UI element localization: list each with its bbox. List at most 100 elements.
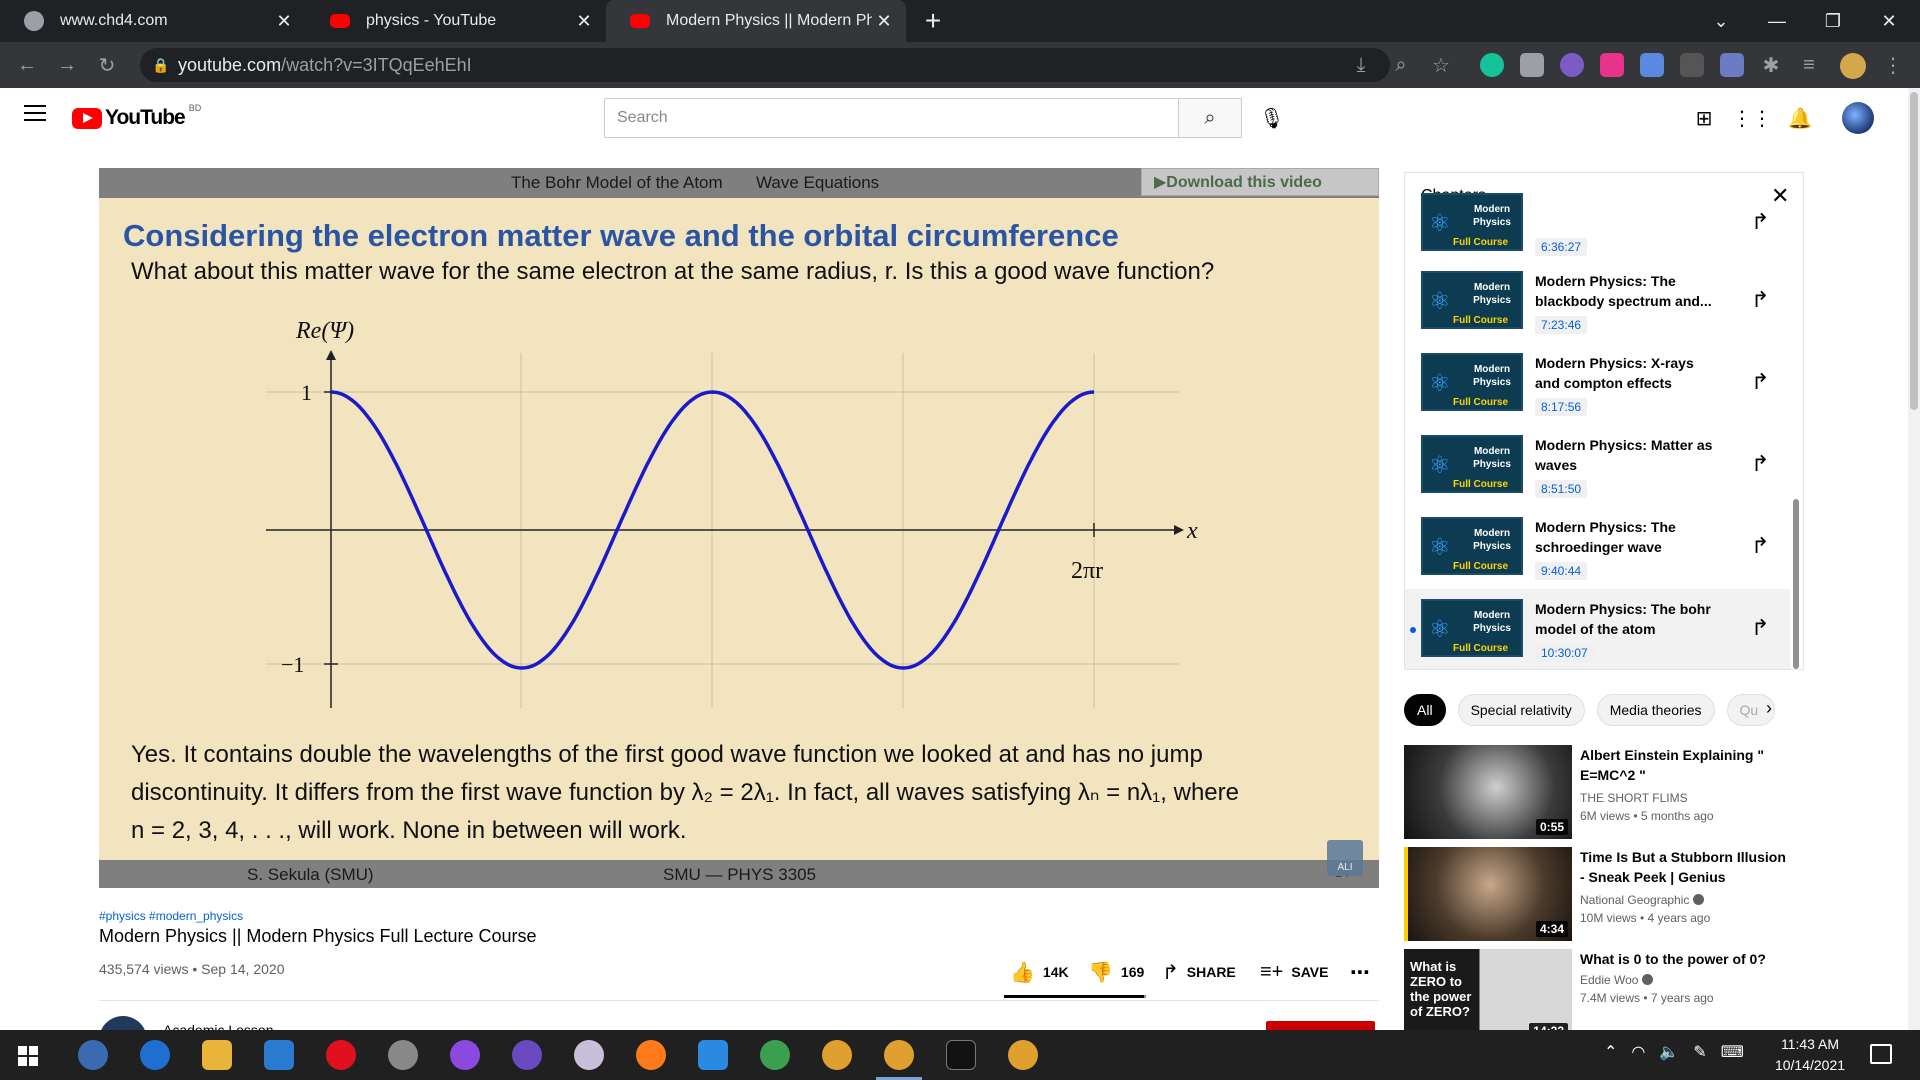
video-thumbnail[interactable]: What is ZERO to the power of ZERO? 14:22 — [1404, 949, 1572, 1043]
app-icon[interactable] — [388, 1040, 418, 1070]
channel-watermark[interactable]: ALI — [1327, 840, 1363, 876]
volume-icon[interactable]: 🔈 — [1659, 1044, 1680, 1061]
recommended-video[interactable]: 4:34 Time Is But a Stubborn Illusion - S… — [1404, 847, 1904, 943]
browser-tab-3[interactable]: Modern Physics || Modern Physic ✕ — [606, 0, 906, 42]
chapter-item[interactable]: ⚛ Modern Physics Full Course Modern Physics… — [1405, 343, 1790, 425]
close-tab-icon[interactable]: ✕ — [576, 10, 592, 31]
chapter-item[interactable]: ⚛ Modern Physics Full Course 6:36:27 ↱ — [1405, 183, 1790, 265]
maximize-icon[interactable]: ❐ — [1824, 10, 1842, 31]
chapter-timestamp[interactable]: 8:51:50 — [1535, 480, 1588, 498]
app-icon[interactable] — [574, 1040, 604, 1070]
chapter-item[interactable]: ⚛ Modern Physics Full Course Modern Physics… — [1405, 507, 1790, 589]
hashtags[interactable]: #physics #modern_physics — [99, 909, 244, 923]
close-window-icon[interactable]: ✕ — [1881, 10, 1897, 31]
github-icon[interactable] — [512, 1040, 542, 1070]
tab-search-icon[interactable]: ⌄ — [1713, 10, 1729, 31]
vscode-icon[interactable] — [698, 1040, 728, 1070]
close-tab-icon[interactable]: ✕ — [276, 10, 292, 31]
chapter-thumbnail[interactable]: ⚛ Modern Physics Full Course — [1421, 517, 1523, 575]
notifications-bell-icon[interactable]: 🔔 — [1787, 107, 1813, 130]
app-icon[interactable] — [760, 1040, 790, 1070]
back-icon[interactable]: ← — [17, 53, 37, 76]
recommended-video[interactable]: 0:55 Albert Einstein Explaining " E=MC^2… — [1404, 745, 1904, 841]
grammarly-extension-icon[interactable] — [1480, 53, 1504, 77]
download-extension-icon[interactable] — [1640, 53, 1664, 77]
pen-extension-icon[interactable] — [1720, 53, 1744, 77]
dislike-button[interactable]: 👎 169 — [1088, 960, 1144, 984]
extensions-puzzle-icon[interactable]: ✱ — [1762, 54, 1780, 77]
chapter-item[interactable]: ⚛ Modern Physics Full Course Modern Physics… — [1405, 425, 1790, 507]
chip-media-theories[interactable]: Media theories — [1596, 694, 1715, 726]
recommended-title[interactable]: Albert Einstein Explaining " E=MC^2 " — [1580, 747, 1764, 783]
chapter-thumbnail[interactable]: ⚛ Modern Physics Full Course — [1421, 353, 1523, 411]
windows-start-icon[interactable] — [18, 1046, 38, 1066]
terminal-icon[interactable] — [946, 1040, 976, 1070]
chapter-timestamp[interactable]: 9:40:44 — [1535, 562, 1588, 580]
new-tab-button[interactable]: + — [924, 5, 942, 36]
file-explorer-icon[interactable] — [202, 1040, 232, 1070]
page-scrollbar[interactable] — [1908, 88, 1920, 1030]
extension-icon[interactable] — [1560, 53, 1584, 77]
chapter-item[interactable]: ⚛ Modern Physics Full Course Modern Physics… — [1405, 589, 1790, 669]
more-actions-icon[interactable]: ⋯ — [1350, 961, 1370, 984]
chapter-timestamp[interactable]: 6:36:27 — [1535, 238, 1588, 256]
reload-icon[interactable]: ↻ — [98, 54, 116, 77]
profile-avatar[interactable] — [1840, 53, 1866, 79]
search-input[interactable]: Search — [604, 98, 1179, 138]
firefox-icon[interactable] — [636, 1040, 666, 1070]
share-button[interactable]: ↱ SHARE — [1162, 960, 1236, 984]
video-thumbnail[interactable]: 0:55 — [1404, 745, 1572, 839]
browser-tab-1[interactable]: www.chd4.com ✕ — [0, 0, 306, 42]
download-video-button[interactable]: ▶Download this video — [1141, 168, 1379, 196]
close-icon[interactable]: ✕ — [1771, 183, 1790, 208]
close-tab-icon[interactable]: ✕ — [876, 10, 892, 31]
install-icon[interactable]: ⤓ — [1356, 53, 1366, 76]
chapter-thumbnail[interactable]: ⚛ Modern Physics Full Course — [1421, 271, 1523, 329]
chapter-timestamp[interactable]: 10:30:07 — [1535, 644, 1594, 662]
chapter-timestamp[interactable]: 7:23:46 — [1535, 316, 1588, 334]
play-extension-icon[interactable] — [1600, 53, 1624, 77]
notification-center-icon[interactable] — [1870, 1044, 1892, 1064]
recommended-title[interactable]: What is 0 to the power of 0? — [1580, 951, 1766, 967]
youtube-logo[interactable]: YouTube BD — [72, 103, 201, 130]
pen-icon[interactable]: ✎ — [1693, 1044, 1707, 1061]
bookmark-star-icon[interactable]: ☆ — [1432, 54, 1450, 77]
zoom-icon[interactable]: ⌕ — [1395, 53, 1407, 76]
chrome-icon[interactable] — [822, 1040, 852, 1070]
screenshot-extension-icon[interactable] — [1520, 53, 1544, 77]
recommended-channel[interactable]: Eddie Woo — [1580, 973, 1654, 987]
chapter-thumbnail[interactable]: ⚛ Modern Physics Full Course — [1421, 435, 1523, 493]
like-button[interactable]: 👍 14K — [1010, 960, 1069, 984]
chrome-icon[interactable] — [876, 1040, 922, 1080]
edge-icon[interactable] — [140, 1040, 170, 1070]
create-video-icon[interactable]: ⊞ — [1695, 107, 1713, 130]
chapter-timestamp[interactable]: 8:17:56 — [1535, 398, 1588, 416]
keyboard-icon[interactable]: ⌨ — [1720, 1044, 1744, 1061]
video-player[interactable]: The Bohr Model of the Atom Wave Equation… — [99, 168, 1379, 888]
chip-special-relativity[interactable]: Special relativity — [1457, 694, 1585, 726]
share-icon[interactable]: ↱ — [1751, 287, 1770, 312]
clock[interactable]: 11:43 AM 10/14/2021 — [1764, 1034, 1856, 1076]
recommended-channel[interactable]: THE SHORT FLIMS — [1580, 791, 1688, 805]
search-button[interactable]: ⌕ — [1178, 98, 1242, 138]
chapter-thumbnail[interactable]: ⚛ Modern Physics Full Course — [1421, 599, 1523, 657]
recommended-title[interactable]: Time Is But a Stubborn Illusion - Sneak … — [1580, 849, 1786, 885]
chevron-right-icon[interactable]: › — [1766, 698, 1772, 718]
avatar[interactable] — [1842, 102, 1874, 134]
minimize-icon[interactable]: — — [1768, 10, 1786, 31]
share-icon[interactable]: ↱ — [1751, 451, 1770, 476]
forward-icon[interactable]: → — [57, 53, 77, 76]
voice-search-icon[interactable]: 🎙 — [1259, 107, 1285, 130]
chip-all[interactable]: All — [1404, 694, 1446, 726]
chapter-item[interactable]: ⚛ Modern Physics Full Course Modern Physics… — [1405, 261, 1790, 343]
messenger-icon[interactable] — [450, 1040, 480, 1070]
reading-list-icon[interactable]: ≡ — [1803, 53, 1815, 76]
chevron-up-icon[interactable]: ⌃ — [1604, 1044, 1618, 1061]
mail-icon[interactable] — [264, 1040, 294, 1070]
app-qb-icon[interactable] — [78, 1040, 108, 1070]
video-thumbnail[interactable]: 4:34 — [1404, 847, 1572, 941]
recommended-channel[interactable]: National Geographic — [1580, 893, 1705, 907]
wifi-icon[interactable]: ◠ — [1631, 1044, 1646, 1061]
opera-icon[interactable] — [326, 1040, 356, 1070]
chip-quantum[interactable]: Qu — [1726, 694, 1775, 726]
